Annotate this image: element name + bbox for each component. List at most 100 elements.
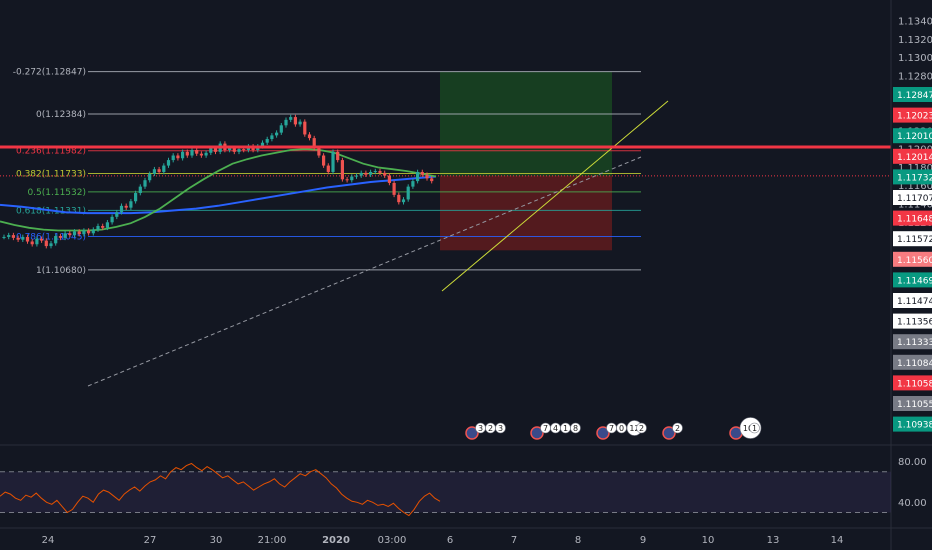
event-count-label: 7 <box>543 424 548 433</box>
candle-body <box>63 233 67 238</box>
candle-body <box>110 216 114 223</box>
candle-body <box>77 231 81 235</box>
event-count-label: 3 <box>478 424 483 433</box>
candle-body <box>322 155 326 166</box>
candle-body <box>336 151 340 161</box>
rsi-band <box>0 471 891 513</box>
candle-body <box>181 151 185 159</box>
price-tag <box>893 334 932 350</box>
price-tag <box>893 251 932 267</box>
candle-body <box>411 181 415 187</box>
event-flag-icon <box>530 426 544 440</box>
event-count-label: 1 <box>752 424 757 433</box>
price-tag <box>893 231 932 247</box>
candle-body <box>21 236 25 240</box>
time-tick-label: 7 <box>511 535 517 546</box>
time-axis[interactable]: 24 27 30 21:00 2020 03:00 6 7 8 9 10 13 14 <box>42 535 844 546</box>
price-tag <box>893 169 932 185</box>
event-flag-icon <box>662 426 676 440</box>
candle-body <box>176 155 180 159</box>
candle-body <box>195 150 199 154</box>
fib-level-label: 0(1.12384) <box>36 110 86 120</box>
fibonacci-retracement[interactable]: -0.272(1.12847) 0(1.12384) 0.236(1.11982) 0… <box>13 68 641 276</box>
event-count-badge <box>749 422 760 434</box>
trendline-projection[interactable] <box>441 100 669 292</box>
event-count-label: 7 <box>609 424 614 433</box>
candle-body <box>298 121 302 125</box>
price-tag <box>893 128 932 144</box>
time-tick-label: 8 <box>575 535 581 546</box>
fib-level-label: 0.5(1.11532) <box>27 188 86 198</box>
price-tick-label: 1.12800 <box>898 71 932 82</box>
candle-body <box>152 169 156 174</box>
price-tag <box>893 272 932 288</box>
price-tag-label: 1.12014 <box>897 153 932 163</box>
event-flag-icon <box>596 426 610 440</box>
price-tag <box>893 107 932 123</box>
candle-body <box>312 138 316 149</box>
time-tick-label: 6 <box>447 535 453 546</box>
candle-body <box>317 148 321 156</box>
economic-events[interactable]: 32374187012221021 <box>465 417 762 440</box>
price-tag-label: 1.11572 <box>897 235 932 245</box>
candle-body <box>331 151 335 172</box>
event-count-label: 4 <box>553 424 558 433</box>
price-tag-label: 1.11648 <box>897 215 932 225</box>
candle-body <box>58 236 62 238</box>
candle-body <box>204 152 208 156</box>
candle-body <box>416 171 420 182</box>
price-tag <box>893 293 932 308</box>
candle-body <box>68 233 72 236</box>
price-tag-label: 1.12847 <box>897 91 932 101</box>
candle-body <box>228 148 232 151</box>
price-tag-label: 1.11058 <box>897 379 932 389</box>
price-tag-label: 1.11356 <box>897 318 932 328</box>
price-tag <box>893 354 932 370</box>
candle-body <box>326 165 330 172</box>
price-tick-label: 1.11800 <box>898 163 932 174</box>
candle-body <box>265 139 269 143</box>
trendline-dashed[interactable] <box>87 156 642 387</box>
price-tag <box>893 416 932 432</box>
candle-body <box>284 119 288 126</box>
price-tag <box>893 190 932 205</box>
candle-body <box>199 153 203 156</box>
candle-body <box>138 186 142 194</box>
price-tag-label: 1.11333 <box>897 338 932 348</box>
take-profit-zone[interactable] <box>440 71 612 176</box>
candle-body <box>430 178 434 182</box>
price-tick-label: 1.13400 <box>898 17 932 28</box>
price-tag-label: 1.11707 <box>897 194 932 204</box>
price-tick-label: 1.13200 <box>898 35 932 46</box>
fib-level-label: 0.382(1.11733) <box>16 170 86 180</box>
candle-body <box>232 148 236 152</box>
candle-body <box>115 212 119 217</box>
stop-loss-zone[interactable] <box>440 175 612 251</box>
candle-body <box>387 175 391 183</box>
event-count-label: 2 <box>639 424 644 433</box>
candle-body <box>101 225 105 228</box>
candle-body <box>293 117 297 125</box>
candle-body <box>209 148 213 153</box>
candle-body <box>124 205 128 208</box>
time-tick-label: 21:00 <box>258 535 287 546</box>
event-count-label: 2 <box>488 424 493 433</box>
candle-body <box>307 134 312 139</box>
fib-level-label: 0.786(1.11045) <box>16 232 86 242</box>
price-tag <box>893 210 932 226</box>
price-tag-label: 1.10938 <box>897 421 932 431</box>
time-tick-label: 30 <box>210 535 223 546</box>
candle-body <box>40 238 44 241</box>
event-count-label: 12 <box>629 424 639 433</box>
candle-body <box>303 121 307 135</box>
time-tick-label: 13 <box>767 535 780 546</box>
price-tag <box>893 148 932 164</box>
time-tick-label: 03:00 <box>378 535 407 546</box>
price-tag-label: 1.11560 <box>897 256 932 266</box>
fib-level-label: -0.272(1.12847) <box>13 68 86 78</box>
candle-body <box>143 180 147 187</box>
time-tick-label: 24 <box>42 535 55 546</box>
price-tag-label: 1.11474 <box>897 297 932 307</box>
candle-body <box>364 172 368 175</box>
